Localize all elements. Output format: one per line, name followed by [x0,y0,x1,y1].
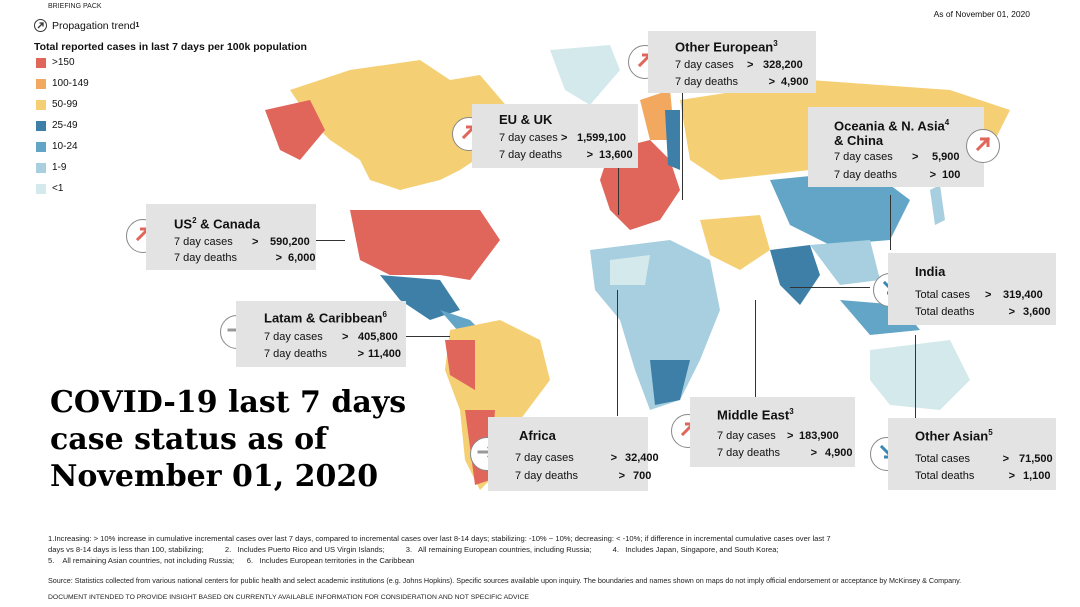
connector-middle-east [755,300,756,398]
region-name: Latam & Caribbean6 [264,310,387,326]
region-middle-east: Middle East3 7 day cases >183,900 7 day d… [690,397,855,467]
headline: COVID-19 last 7 days case status as of N… [50,385,407,494]
legend-label: 50-99 [52,99,78,110]
region-name: Other European3 [675,39,778,55]
increasing-arrow-icon [972,133,994,160]
deaths-row: 7 day deaths >4,900 [717,447,853,459]
region-eu-uk: EU & UK 7 day cases >1,599,100 7 day deat… [472,104,638,168]
region-india: India Total cases >319,400 Total deaths >3… [888,253,1056,325]
cases-row: 7 day cases >5,900 [834,151,960,163]
connector-india [790,287,870,288]
deaths-row: 7 day deaths >700 [515,470,652,482]
connector-other-asian [915,335,916,420]
region-name: Other Asian5 [915,428,993,444]
cases-row: 7 day cases >183,900 [717,430,839,442]
connector-us [315,240,345,241]
deaths-row: 7 day deaths >11,400 [264,348,402,360]
legend-item: 25-49 [36,120,78,131]
connector-eu [618,165,619,215]
legend-item: >150 [36,57,75,68]
propagation-trend-label: Propagation trend 1 [34,19,139,32]
legend-item: 100-149 [36,78,89,89]
deaths-row: 7 day deaths >13,600 [499,149,633,161]
cases-row: 7 day cases >32,400 [515,452,659,464]
briefing-pack-label: BRIEFING PACK [48,3,102,10]
deaths-row: 7 day deaths >100 [834,169,961,181]
legend-label: <1 [52,183,64,194]
legend-label: 10-24 [52,141,78,152]
legend-item: 10-24 [36,141,78,152]
region-us-canada: US2 & Canada 7 day cases >590,200 7 day d… [146,204,316,270]
deaths-row: 7 day deaths >4,900 [675,76,809,88]
trend-icon-oceania [966,129,1000,163]
region-africa: Africa 7 day cases >32,400 7 day deaths >7… [488,417,659,491]
legend-swatch [36,141,46,152]
deaths-row: Total deaths >1,100 [915,470,1051,482]
footnote-line-3: 5. All remaining Asian countries, not in… [48,556,415,565]
cases-row: 7 day cases >1,599,100 [499,132,626,144]
region-oceania-n-asia-china: Oceania & N. Asia4 & China 7 day cases >5,… [808,107,984,187]
region-name: EU & UK [499,112,553,127]
connector-oceania [890,195,891,250]
connector-africa [617,290,618,416]
legend-swatch [36,183,46,194]
legend-label: 100-149 [52,78,89,89]
legend-item: <1 [36,183,63,194]
region-other-european: Other European3 7 day cases >328,200 7 da… [648,31,816,93]
legend-swatch [36,57,46,68]
legend-swatch [36,99,46,110]
connector-other-european [682,90,683,200]
legend-swatch [36,120,46,131]
region-name: Middle East3 [717,407,794,423]
legend-swatch [36,162,46,173]
footnote-line-1: 1.Increasing: > 10% increase in cumulati… [48,534,831,543]
legend-label: >150 [52,57,75,68]
legend-label: 1-9 [52,162,67,173]
region-name: Oceania & N. Asia4 & China [834,118,950,149]
connector-latam [405,336,450,337]
cases-row: Total cases >71,500 [915,453,1053,465]
legend-swatch [36,78,46,89]
deaths-row: 7 day deaths >6,000 [174,252,316,264]
region-name: Africa [519,428,556,443]
cases-row: Total cases >319,400 [915,289,1043,301]
as-of-date: As of November 01, 2020 [933,9,1030,19]
region-name: India [915,264,946,279]
legend-title: Total reported cases in last 7 days per … [34,41,307,53]
legend-item: 1-9 [36,162,66,173]
region-name: US2 & Canada [174,216,261,232]
trend-arrow-icon [34,19,47,32]
deaths-row: Total deaths >3,600 [915,306,1051,318]
cases-row: 7 day cases >405,800 [264,331,398,343]
cases-row: 7 day cases >590,200 [174,236,310,248]
legend-label: 25-49 [52,120,78,131]
legend-item: 50-99 [36,99,78,110]
cases-row: 7 day cases >328,200 [675,59,803,71]
region-latam-caribbean: Latam & Caribbean6 7 day cases >405,800 7… [236,301,406,367]
footnote-line-2: days vs 8-14 days is less than 100, stab… [48,545,779,554]
disclaimer: DOCUMENT INTENDED TO PROVIDE INSIGHT BAS… [48,594,529,601]
source-note: Source: Statistics collected from variou… [48,576,962,585]
region-other-asian: Other Asian5 Total cases >71,500 Total de… [888,418,1056,490]
